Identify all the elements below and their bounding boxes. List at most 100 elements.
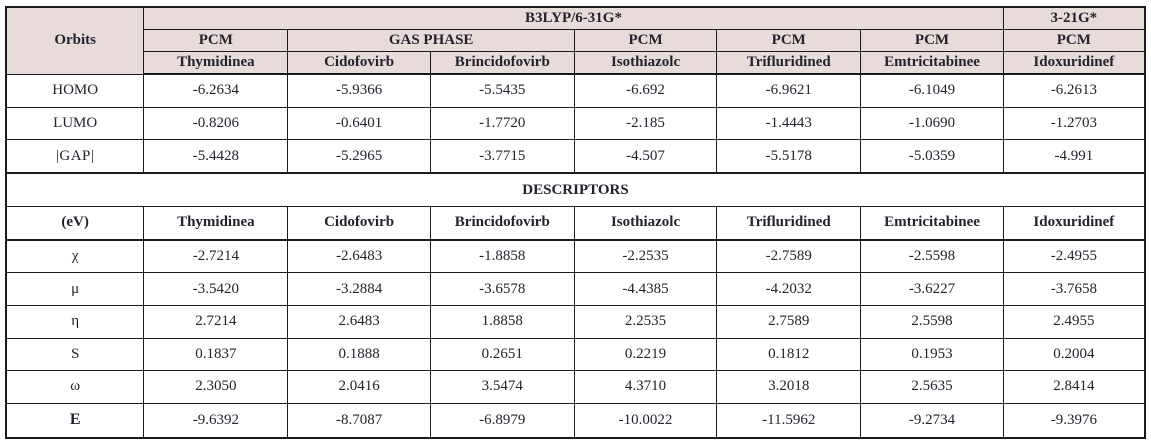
row-label: ω	[5, 370, 145, 404]
value-cell: 2.7214	[143, 305, 289, 339]
value-cell: -3.7658	[1002, 272, 1146, 307]
descriptors-title-cell: DESCRIPTORS	[5, 172, 1146, 207]
value-cell: -2.5598	[860, 239, 1004, 274]
value-cell: -9.6392	[143, 402, 289, 439]
compound-header-cell: Brincidofovirb	[429, 205, 575, 241]
value-cell: -2.7589	[716, 239, 862, 274]
value-cell: 0.1953	[860, 337, 1004, 372]
value-cell: -2.7214	[143, 239, 289, 274]
value-cell: 2.4955	[1002, 305, 1146, 339]
compound-header-cell: Emtricitabinee	[860, 205, 1004, 241]
value-cell: -3.6227	[860, 272, 1004, 307]
value-cell: -6.1049	[860, 73, 1004, 108]
method-header-row: Orbits B3LYP/6-31G* 3-21G*	[5, 6, 1146, 75]
value-cell: 0.2219	[573, 337, 718, 372]
value-cell: -9.3976	[1002, 402, 1146, 439]
compound-header-cell: Cidofovirb	[287, 205, 431, 241]
value-cell: 2.2535	[573, 305, 718, 339]
orbitals-section: HOMO -6.2634 -5.9366 -5.5435 -6.692 -6.9621 -6…	[5, 73, 1146, 174]
value-cell: -4.2032	[716, 272, 862, 307]
value-cell: -3.6578	[429, 272, 575, 307]
value-cell: -8.7087	[287, 402, 431, 439]
value-cell: -0.8206	[143, 106, 289, 141]
value-cell: -0.6401	[287, 106, 431, 141]
value-cell: 2.6483	[287, 305, 431, 339]
value-cell: -1.7720	[429, 106, 575, 141]
value-cell: 1.8858	[429, 305, 575, 339]
phase-header-cell: PCM	[1002, 29, 1146, 52]
row-label: E	[5, 402, 145, 439]
value-cell: 0.1812	[716, 337, 862, 372]
value-cell: 2.7589	[716, 305, 862, 339]
data-row: μ -3.5420 -3.2884 -3.6578 -4.4385 -4.2032 -3.6…	[5, 272, 1146, 307]
value-cell: -2.6483	[287, 239, 431, 274]
compound-header-cell: Emtricitabinee	[860, 51, 1004, 75]
value-cell: 2.8414	[1002, 370, 1146, 404]
value-cell: -9.2734	[860, 402, 1004, 439]
value-cell: -6.2613	[1002, 73, 1146, 108]
descriptors-header-section: DESCRIPTORS (eV) Thymidinea Cidofovirb Bri…	[5, 172, 1146, 241]
row-label: LUMO	[5, 106, 145, 141]
value-cell: -4.4385	[573, 272, 718, 307]
ev-header-row: (eV) Thymidinea Cidofovirb Brincidofovirb I…	[5, 205, 1146, 241]
data-row: η 2.7214 2.6483 1.8858 2.2535 2.7589 2.5598 2.4…	[5, 305, 1146, 339]
value-cell: -5.0359	[860, 139, 1004, 174]
compound-header-cell: Brincidofovirb	[429, 51, 575, 75]
phase-header-cell: PCM	[716, 29, 862, 52]
value-cell: -1.8858	[429, 239, 575, 274]
dft-descriptors-table: Orbits B3LYP/6-31G* 3-21G* PCM GAS PHASE P…	[5, 6, 1146, 439]
row-label: χ	[5, 239, 145, 274]
data-row: HOMO -6.2634 -5.9366 -5.5435 -6.692 -6.9621 -6…	[5, 73, 1146, 108]
value-cell: 2.0416	[287, 370, 431, 404]
phase-header-cell: PCM	[573, 29, 718, 52]
compound-header-cell: Thymidinea	[143, 205, 289, 241]
data-row: χ -2.7214 -2.6483 -1.8858 -2.2535 -2.7589 -2.5…	[5, 239, 1146, 274]
value-cell: 0.1888	[287, 337, 431, 372]
row-label: S	[5, 337, 145, 372]
value-cell: -3.7715	[429, 139, 575, 174]
compound-header-cell: Isothiazolc	[573, 51, 718, 75]
value-cell: -2.2535	[573, 239, 718, 274]
data-row: E -9.6392 -8.7087 -6.8979 -10.0022 -11.5962 -9…	[5, 402, 1146, 439]
value-cell: -2.185	[573, 106, 718, 141]
value-cell: 0.2004	[1002, 337, 1146, 372]
compound-header-row: Thymidinea Cidofovirb Brincidofovirb Isothi…	[6, 51, 1146, 75]
descriptors-title-row: DESCRIPTORS	[5, 172, 1146, 207]
value-cell: -5.9366	[287, 73, 431, 108]
compound-header-cell: Idoxuridinef	[1002, 51, 1146, 75]
value-cell: -2.4955	[1002, 239, 1146, 274]
phase-header-cell: PCM	[143, 29, 289, 52]
phase-header-cell: PCM	[860, 29, 1004, 52]
compound-header-cell: Trifluridined	[716, 51, 862, 75]
table-header: Orbits B3LYP/6-31G* 3-21G* PCM GAS PHASE P…	[5, 6, 1146, 75]
compound-header-cell: Trifluridined	[716, 205, 862, 241]
compound-header-cell: Isothiazolc	[573, 205, 718, 241]
row-label: η	[5, 305, 145, 339]
value-cell: -3.5420	[143, 272, 289, 307]
orbits-header-cell: Orbits	[5, 6, 145, 75]
compound-header-cell: Cidofovirb	[287, 51, 431, 75]
descriptors-section: χ -2.7214 -2.6483 -1.8858 -2.2535 -2.7589 -2.5…	[5, 239, 1146, 439]
value-cell: -6.2634	[143, 73, 289, 108]
value-cell: 4.3710	[573, 370, 718, 404]
value-cell: 2.5635	[860, 370, 1004, 404]
method-321g-header-cell: 3-21G*	[1002, 6, 1146, 30]
value-cell: -3.2884	[287, 272, 431, 307]
method-b3lyp-header-cell: B3LYP/6-31G*	[143, 6, 1004, 30]
data-row: ω 2.3050 2.0416 3.5474 4.3710 3.2018 2.5635 2.8…	[5, 370, 1146, 404]
value-cell: -6.8979	[429, 402, 575, 439]
value-cell: 3.2018	[716, 370, 862, 404]
compound-header-cell: Idoxuridinef	[1002, 205, 1146, 241]
value-cell: -10.0022	[573, 402, 718, 439]
compound-header-cell: Thymidinea	[143, 51, 289, 75]
data-row: S 0.1837 0.1888 0.2651 0.2219 0.1812 0.1953 0.2…	[5, 337, 1146, 372]
value-cell: 3.5474	[429, 370, 575, 404]
data-row: LUMO -0.8206 -0.6401 -1.7720 -2.185 -1.4443 -1…	[5, 106, 1146, 141]
value-cell: 2.3050	[143, 370, 289, 404]
value-cell: 2.5598	[860, 305, 1004, 339]
value-cell: -1.2703	[1002, 106, 1146, 141]
row-label: HOMO	[5, 73, 145, 108]
value-cell: -5.5435	[429, 73, 575, 108]
value-cell: -1.4443	[716, 106, 862, 141]
